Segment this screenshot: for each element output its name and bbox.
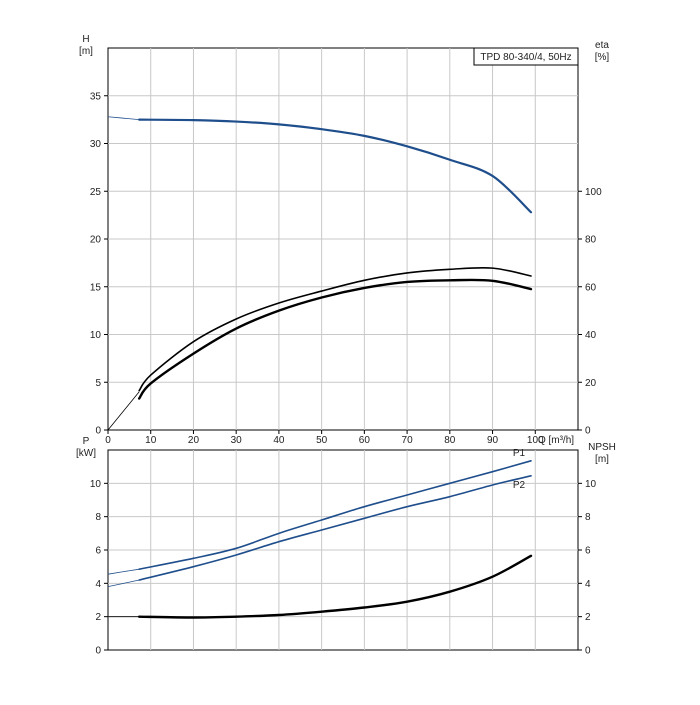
series-p1-extension-line [107, 568, 140, 575]
left-axis-unit: [kW] [76, 448, 96, 459]
upper-panel: 0 5 10 15 20 25 30 35 0 20 40 60 80 100 H[m] eta[%] 0 10 2… [79, 34, 609, 446]
series-2-line [137, 554, 533, 619]
left-axis-tick-label: 5 [95, 378, 101, 389]
left-axis-unit: [m] [79, 46, 93, 57]
series-p1-label: P1 [513, 448, 526, 459]
left-axis-title: H [82, 34, 89, 45]
right-axis-tick-label: 10 [585, 479, 597, 490]
left-axis-tick-label: 25 [90, 187, 102, 198]
right-axis-tick-label: 0 [585, 646, 591, 657]
right-axis-tick-label: 20 [585, 378, 597, 389]
x-axis-title: Q [m³/h] [538, 435, 574, 446]
series-1-extension-line [107, 391, 140, 431]
left-axis-tick-label: 15 [90, 282, 102, 293]
right-axis-unit: [%] [595, 52, 610, 63]
x-axis-tick-label: 90 [487, 435, 499, 446]
left-axis-tick-label: 6 [95, 546, 101, 557]
series-1-line [138, 266, 532, 392]
series-2-line [137, 278, 533, 400]
right-axis-tick-label: 40 [585, 330, 597, 341]
left-axis-tick-label: 4 [95, 579, 101, 590]
right-axis-tick-label: 2 [585, 612, 591, 623]
x-axis-tick-label: 80 [444, 435, 456, 446]
x-axis-tick-label: 10 [145, 435, 157, 446]
series-p1-line [138, 460, 532, 570]
series-p2-extension-line [107, 579, 140, 588]
left-axis-tick-label: 30 [90, 139, 102, 150]
left-axis-tick-label: 35 [90, 91, 102, 102]
left-axis-tick-label: 8 [95, 512, 101, 523]
right-axis-tick-label: 60 [585, 282, 597, 293]
right-axis-tick-label: 6 [585, 546, 591, 557]
left-axis-tick-label: 10 [90, 479, 102, 490]
left-axis-tick-label: 2 [95, 612, 101, 623]
x-axis-tick-label: 50 [316, 435, 328, 446]
right-axis-unit: [m] [595, 454, 609, 465]
right-axis-tick-label: 80 [585, 235, 597, 246]
series-p2-line [138, 475, 532, 581]
left-axis-tick-label: 20 [90, 235, 102, 246]
x-axis-tick-label: 40 [273, 435, 285, 446]
right-axis-title: eta [595, 40, 609, 51]
x-axis-tick-label: 20 [188, 435, 200, 446]
right-axis-tick-label: 100 [585, 187, 602, 198]
series-0-line [138, 118, 533, 214]
chart-title-box [473, 47, 579, 66]
x-axis-tick-label: 0 [105, 435, 111, 446]
series-p2-label: P2 [513, 480, 526, 491]
left-axis-tick-label: 10 [90, 330, 102, 341]
left-axis-tick-label: 0 [95, 646, 101, 657]
chart-title: TPD 80-340/4, 50Hz [480, 52, 571, 63]
left-axis-title: P [83, 436, 90, 447]
x-axis-tick-label: 30 [231, 435, 243, 446]
right-axis-tick-label: 8 [585, 512, 591, 523]
x-axis-tick-label: 60 [359, 435, 371, 446]
right-axis-tick-label: 4 [585, 579, 591, 590]
left-axis-tick-label: 0 [95, 426, 101, 437]
x-axis-tick-label: 100 [527, 435, 544, 446]
x-axis-tick-label: 70 [402, 435, 414, 446]
right-axis-title: NPSH [588, 442, 616, 453]
right-axis-tick-label: 0 [585, 426, 591, 437]
series-0-extension-line [107, 116, 140, 121]
